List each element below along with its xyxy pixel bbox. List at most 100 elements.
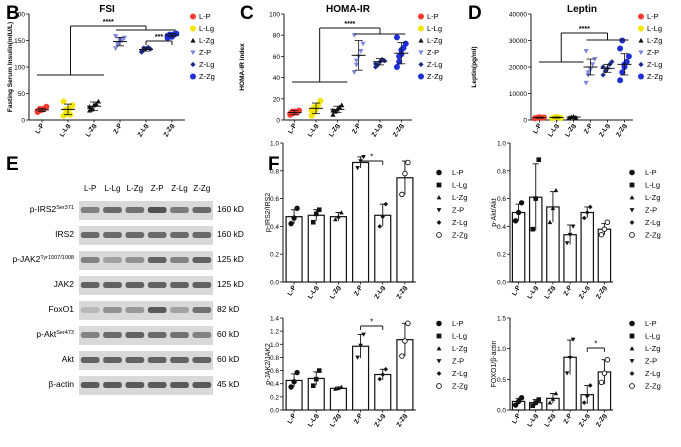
x-tick-label: L-Lg (307, 412, 320, 428)
blot-strip (79, 376, 213, 395)
blot-band (170, 332, 189, 338)
legend-label: Z-P (452, 206, 464, 215)
legend-label: Z-P (452, 357, 464, 366)
data-point (587, 383, 593, 388)
blot-band (192, 207, 212, 213)
x-tick-label: Z-Zg (396, 284, 409, 300)
blot-label: p-JAK2Tyr1007/1008 (12, 254, 74, 264)
legend-label: Z-Zg (645, 382, 661, 391)
blot-band (103, 307, 122, 313)
data-point (288, 220, 294, 227)
y-tick-label: 1.4 (270, 316, 279, 323)
molecular-weight-label: 82 kD (217, 304, 239, 314)
legend-marker (629, 208, 635, 213)
blot-band (125, 382, 145, 388)
data-point (361, 332, 366, 337)
x-tick-label: L-Lg (526, 284, 539, 300)
data-point (69, 102, 76, 109)
y-tick-label: 0.8 (270, 168, 279, 175)
legend-label: L-Zg (452, 344, 467, 353)
legend-label: Z-P (645, 357, 657, 366)
legend-label: L-Zg (452, 193, 467, 202)
western-blot-panel: L-P L-Lg L-Zg Z-P Z-Lg Z-Zg p-IRS2Ser371 160 kD… (12, 184, 244, 395)
data-point (339, 384, 344, 389)
y-tick-label: 150 (14, 38, 25, 45)
blot-band (103, 357, 122, 363)
legend-label: L-Lg (199, 24, 214, 33)
blot-band (125, 357, 145, 363)
molecular-weight-label: 125 kD (217, 279, 244, 289)
legend-label: Z-Zg (452, 382, 468, 391)
blot-label-main: JAK2 (54, 279, 75, 289)
legend-marker (638, 25, 645, 32)
blot-label-superscript: Ser473 (56, 330, 74, 336)
legend-label: L-Zg (645, 193, 660, 202)
data-point (592, 56, 598, 62)
legend-marker (629, 232, 635, 238)
blot-band (125, 207, 145, 213)
molecular-weight-label: 60 kD (217, 354, 239, 364)
data-point (358, 343, 363, 348)
data-point (518, 200, 525, 206)
legend-label: Z-Zg (199, 72, 215, 81)
data-point (583, 49, 589, 54)
data-point (313, 376, 319, 382)
data-point (405, 159, 411, 166)
blot-band (147, 207, 167, 213)
data-point (550, 206, 556, 211)
blot-band (80, 357, 100, 363)
blot-band (80, 282, 100, 288)
chart-title: Leptin (567, 4, 597, 15)
legend-marker (638, 37, 644, 43)
significance-label: **** (103, 19, 114, 26)
x-tick-label: L-P (287, 284, 299, 297)
y-tick-label: 0.0 (497, 408, 506, 415)
legend-label: L-P (452, 168, 464, 177)
molecular-weight-label: 60 kD (217, 329, 239, 339)
y-tick-label: 0.8 (497, 168, 506, 175)
legend-label: Z-Lg (647, 60, 662, 69)
legend-label: L-P (645, 319, 657, 328)
data-point (533, 400, 539, 405)
y-tick-label: 0.6 (270, 196, 279, 203)
blot-band (103, 207, 122, 213)
lane-label: L-Zg (127, 184, 143, 193)
y-tick-label: 0.0 (497, 280, 506, 287)
y-tick-label: 60 (273, 54, 281, 61)
blot-band (170, 232, 189, 238)
legend-marker (629, 169, 635, 176)
data-point (553, 187, 559, 193)
blot-band (80, 307, 100, 313)
blot-band (80, 382, 100, 388)
data-point (393, 64, 400, 71)
bar-z-p (352, 161, 370, 283)
data-point (550, 396, 556, 401)
legend-label: L-Zg (645, 344, 660, 353)
blot-band (125, 257, 145, 263)
data-point (600, 64, 606, 70)
x-tick-label: Z-Zg (595, 284, 608, 300)
data-point (399, 191, 405, 198)
y-tick-label: 0.2 (270, 394, 279, 401)
x-tick-label: Z-P (563, 284, 575, 297)
legend-marker (436, 359, 442, 364)
legend-label: Z-Zg (427, 72, 443, 81)
blot-band (192, 382, 212, 388)
x-tick-label: Z-P (112, 122, 124, 135)
data-point (93, 101, 99, 107)
blot-label: p-AktSer473 (36, 329, 74, 339)
legend-marker (436, 320, 442, 327)
legend-label: Z-P (199, 48, 211, 57)
legend-marker (629, 359, 635, 364)
x-tick-label: Z-Lg (137, 122, 150, 138)
data-point (512, 218, 519, 224)
chart-title: HOMA-IR (326, 4, 371, 15)
legend-marker (629, 371, 635, 376)
blot-band (80, 207, 100, 213)
x-tick-label: L-Zg (564, 122, 577, 138)
panel-letter-d: D (468, 3, 482, 24)
data-point (570, 337, 576, 342)
legend-marker (418, 37, 424, 43)
data-point (294, 205, 300, 212)
